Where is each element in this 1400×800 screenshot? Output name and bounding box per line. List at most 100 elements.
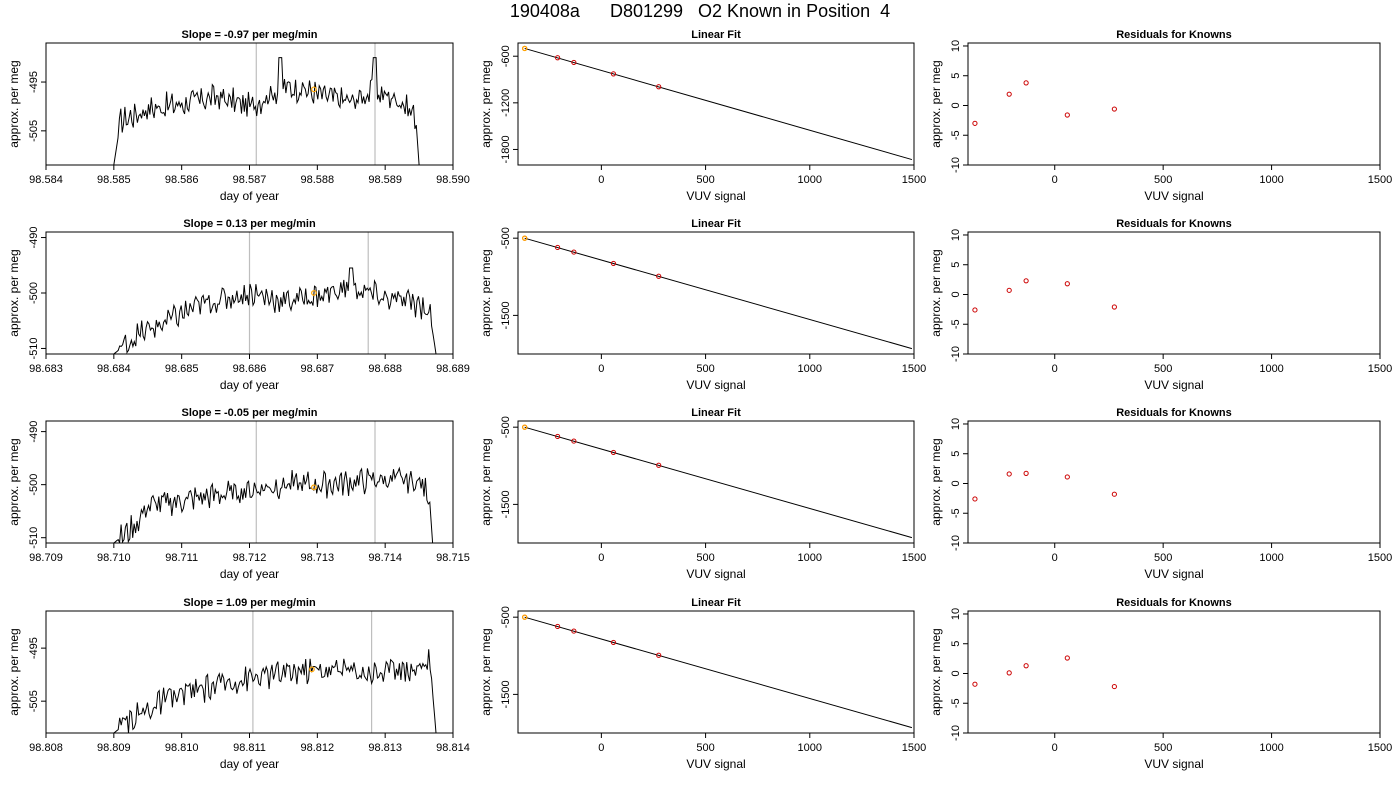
y-axis-label: approx. per meg	[479, 628, 493, 715]
y-tick-label: -600	[500, 45, 512, 67]
x-tick-label: 1500	[1368, 742, 1392, 754]
fit-line	[524, 616, 913, 729]
data-point	[1111, 683, 1117, 690]
data-point	[1006, 471, 1012, 477]
x-axis-label: VUV signal	[1144, 189, 1203, 203]
x-tick-label: 98.710	[97, 552, 131, 564]
y-tick-label: -500	[28, 282, 40, 304]
chart-panel-time-row3: Slope = -0.05 per meg/min 98.709 98.710 98.…	[7, 407, 470, 581]
x-tick-label: 98.588	[301, 174, 335, 186]
x-tick-label: 500	[696, 363, 714, 375]
data-point	[972, 120, 978, 126]
highlight-point	[309, 666, 315, 673]
x-tick-label: 98.812	[301, 742, 335, 754]
data-point	[1111, 491, 1117, 497]
y-tick-label: -5	[950, 130, 962, 140]
x-tick-label: 98.810	[165, 742, 199, 754]
data-point	[555, 244, 561, 251]
panel-title: Residuals for Knowns	[1116, 597, 1232, 609]
plot-area	[113, 43, 420, 165]
plot-area	[972, 470, 1117, 502]
x-tick-label: 1500	[902, 742, 926, 754]
data-point	[656, 462, 662, 468]
x-tick-label: 98.586	[165, 174, 199, 186]
x-tick-label: 1000	[798, 552, 822, 564]
panel-title: Residuals for Knowns	[1116, 29, 1232, 41]
plot-area	[972, 655, 1117, 690]
plot-area	[113, 232, 437, 354]
x-tick-label: 500	[1154, 363, 1172, 375]
y-tick-label: -500	[500, 606, 512, 628]
page-title: 190408a D801299 O2 Known in Position 4	[509, 1, 891, 21]
y-axis-label: approx. per meg	[929, 438, 943, 525]
x-tick-label: 500	[696, 552, 714, 564]
x-tick-label: 1500	[902, 552, 926, 564]
x-tick-label: 1500	[902, 174, 926, 186]
x-tick-label: 1500	[902, 363, 926, 375]
plot-area	[521, 45, 913, 161]
y-axis-label: approx. per meg	[929, 249, 943, 336]
x-tick-label: 98.683	[29, 363, 63, 375]
x-tick-label: 98.685	[165, 363, 199, 375]
highlight-point	[521, 235, 528, 241]
y-tick-label: 0	[950, 102, 962, 108]
x-axis-label: VUV signal	[1144, 378, 1203, 392]
y-tick-label: 10	[950, 418, 962, 430]
y-tick-label: 5	[950, 73, 962, 79]
data-point	[1064, 655, 1070, 661]
x-tick-label: 500	[696, 174, 714, 186]
x-tick-label: 98.590	[436, 174, 470, 186]
fit-line	[524, 426, 913, 539]
data-point	[656, 84, 662, 90]
x-tick-label: 1000	[1259, 742, 1283, 754]
highlight-point	[311, 86, 317, 93]
x-tick-label: 98.808	[29, 742, 63, 754]
y-tick-label: -500	[28, 474, 40, 496]
x-tick-label: 1000	[798, 742, 822, 754]
x-tick-label: 500	[696, 742, 714, 754]
panel-title: Residuals for Knowns	[1116, 407, 1232, 419]
data-point	[610, 449, 617, 456]
plot-area	[972, 278, 1117, 313]
x-tick-label: 98.809	[97, 742, 131, 754]
x-tick-label: 0	[1052, 363, 1058, 375]
x-tick-label: 98.689	[436, 363, 470, 375]
chart-panel-fit-row1: Linear Fit 0 500 1000 1500 -600 -1200 -1800 VUV …	[479, 29, 926, 203]
plot-frame	[517, 42, 915, 166]
x-tick-label: 98.814	[436, 742, 470, 754]
x-tick-label: 98.714	[368, 552, 402, 564]
data-point	[571, 59, 577, 66]
data-point	[555, 55, 561, 61]
y-axis-label: approx. per meg	[929, 628, 943, 715]
y-tick-label: -10	[950, 535, 962, 551]
plot-frame	[45, 42, 454, 166]
y-tick-label: -1500	[500, 680, 512, 708]
y-tick-label: 5	[950, 262, 962, 268]
panel-title: Linear Fit	[691, 407, 741, 419]
highlight-point	[521, 45, 528, 52]
y-tick-label: -5	[950, 508, 962, 518]
chart-panel-resid-row4: Residuals for Knowns 0 500 1000 1500 10 5 0 -5 -1…	[929, 597, 1392, 771]
panel-title: Linear Fit	[691, 218, 741, 230]
y-tick-label: -505	[28, 690, 40, 712]
y-tick-label: -10	[950, 725, 962, 741]
panel-title: Residuals for Knowns	[1116, 218, 1232, 230]
data-point	[1023, 278, 1029, 284]
chart-panel-time-row4: Slope = 1.09 per meg/min 98.808 98.809 98.8…	[7, 597, 470, 771]
data-point	[571, 628, 577, 634]
y-tick-label: -500	[500, 416, 512, 438]
data-point	[972, 307, 978, 313]
x-axis-label: day of year	[220, 567, 279, 581]
y-tick-label: 0	[950, 291, 962, 297]
data-point	[1064, 474, 1070, 480]
data-point	[656, 652, 662, 658]
x-tick-label: 0	[598, 552, 604, 564]
data-point	[1023, 80, 1029, 86]
y-tick-label: -495	[28, 71, 40, 93]
x-tick-label: 0	[1052, 552, 1058, 564]
y-tick-label: -490	[28, 227, 40, 249]
data-point	[610, 260, 617, 267]
plot-frame	[517, 610, 915, 734]
chart-panel-fit-row4: Linear Fit 0 500 1000 1500 -500 -1500 VUV signa…	[479, 597, 926, 771]
x-axis-label: VUV signal	[686, 189, 745, 203]
